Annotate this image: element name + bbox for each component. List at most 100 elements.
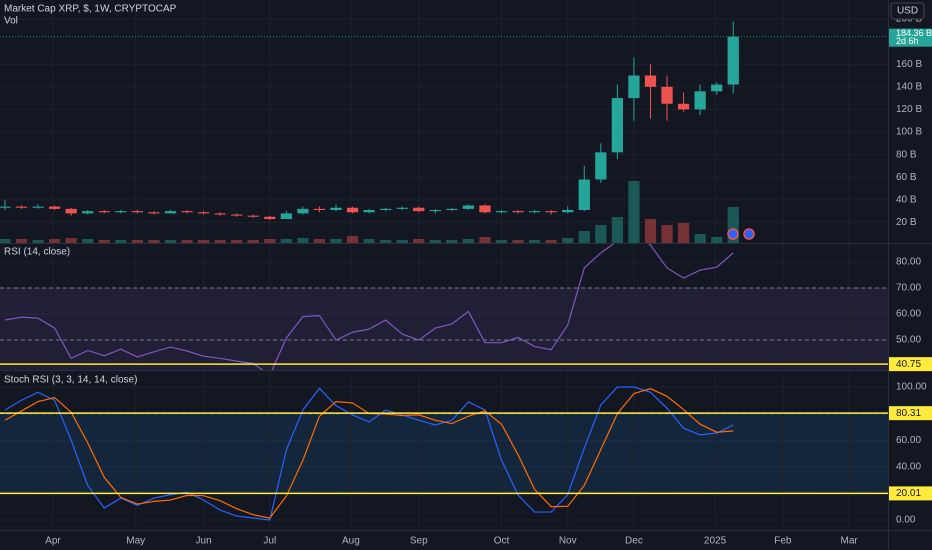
candle-body [479, 205, 491, 213]
currency-label[interactable]: USD [897, 6, 918, 17]
y-tick-label: 40 B [896, 194, 917, 205]
y-tick-label: 40.00 [896, 461, 921, 472]
candle-body [280, 213, 292, 220]
event-icon[interactable] [743, 228, 755, 240]
y-tick-label: 80.00 [896, 257, 921, 268]
volume-bar [65, 238, 77, 243]
level-label-box [889, 406, 932, 421]
level-label-box [889, 357, 932, 372]
currency-button[interactable] [890, 2, 925, 20]
volume-bar [694, 234, 706, 243]
x-tick-label: Mar [840, 536, 858, 547]
candle-body [711, 84, 723, 92]
volume-bar [0, 239, 11, 243]
volume-bar [711, 237, 723, 243]
candle-body [264, 216, 276, 220]
candle-body [562, 209, 574, 213]
candle-body [512, 211, 524, 213]
volume-bar [247, 240, 259, 243]
volume-bar [82, 239, 94, 243]
last-price-box [889, 28, 932, 47]
y-tick-label: 60.00 [896, 309, 921, 320]
volume-bar [297, 238, 309, 243]
volume-bar [462, 239, 475, 243]
volume-bar [330, 239, 342, 243]
x-tick-label: Dec [625, 536, 643, 547]
volume-bar [528, 240, 541, 243]
volume-bar [578, 231, 590, 243]
volume-bar [512, 240, 524, 243]
candle-body [164, 211, 177, 214]
candle-body [661, 86, 673, 104]
level-label: 40.75 [896, 359, 921, 370]
candle-body [0, 206, 11, 208]
stoch-legend: Stoch RSI (3, 3, 14, 14, close) [4, 375, 137, 386]
candle-body [313, 208, 326, 210]
level-label: 20.01 [896, 488, 921, 499]
volume-bar [677, 223, 690, 243]
candle-body [32, 206, 44, 208]
candle-body [595, 152, 607, 180]
volume-bar [164, 240, 177, 243]
volume-bar [313, 239, 326, 243]
candle-body [247, 215, 259, 217]
volume-bar [148, 240, 160, 243]
x-tick-label: Sep [410, 536, 428, 547]
candle-body [82, 211, 94, 214]
volume-bar [644, 219, 657, 243]
y-tick-label: 120 B [896, 104, 922, 115]
pane-grid [0, 18, 888, 223]
y-tick-label: 50.00 [896, 335, 921, 346]
volume-bar [495, 240, 508, 243]
x-tick-label: Apr [45, 536, 61, 547]
event-icon[interactable] [727, 228, 739, 240]
y-tick-label: 160 B [896, 59, 922, 70]
y-tick-label: 100 B [896, 127, 922, 138]
x-tick-label: Jul [263, 536, 276, 547]
candle-body [330, 207, 342, 210]
x-tick-label: Oct [494, 536, 510, 547]
symbol-title: Market Cap XRP, $, 1W, CRYPTOCAP [4, 4, 177, 15]
x-tick-label: Jun [196, 536, 212, 547]
volume-bar [15, 239, 28, 243]
candle-body [65, 208, 77, 214]
x-tick-label: Feb [774, 536, 792, 547]
volume-bar [231, 240, 243, 243]
volume-bar [545, 240, 557, 243]
candle-body [528, 211, 541, 213]
volume-legend: Vol [4, 16, 18, 27]
volume-bar [727, 207, 739, 243]
candle-body [363, 209, 375, 213]
volume-bar [197, 240, 210, 243]
candle-body [48, 206, 61, 209]
rsi-legend: RSI (14, close) [4, 247, 70, 258]
candle-body [644, 75, 657, 87]
y-tick-label: 0.00 [896, 515, 916, 526]
pane-plot [0, 386, 888, 521]
candle-body [396, 207, 408, 209]
candle-body [694, 91, 706, 110]
candle-body [446, 208, 458, 210]
candle-body [413, 207, 425, 212]
volume-bar [363, 239, 375, 243]
y-tick-label: 60.00 [896, 435, 921, 446]
indicator-line [4, 386, 734, 521]
y-tick-label: 70.00 [896, 283, 921, 294]
volume-bar [628, 181, 640, 243]
candle-body [197, 212, 210, 214]
pane-grid [0, 386, 888, 521]
indicator-line [4, 244, 734, 370]
candle-body [214, 213, 226, 215]
y-tick-label: 20 B [896, 217, 917, 228]
last-price-label: 184.36 B [896, 28, 932, 38]
y-tick-label: 80 B [896, 149, 917, 160]
level-label-box [889, 486, 932, 501]
volume-bar [413, 239, 425, 243]
volume-bar [562, 238, 574, 243]
y-tick-label: 100.00 [896, 382, 927, 393]
pane-plot [0, 21, 888, 243]
volume-bar [115, 240, 127, 243]
candle-body [98, 211, 110, 213]
